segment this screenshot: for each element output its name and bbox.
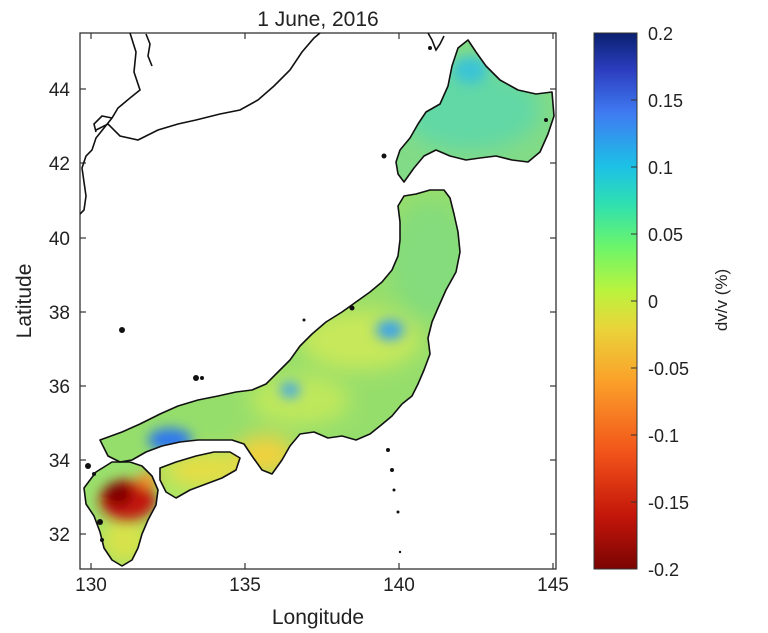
kumamoto-core-blob	[104, 482, 132, 506]
colorbar-tick-label: 0.05	[648, 225, 683, 245]
colorbar-tick-label: -0.2	[648, 560, 679, 580]
colorbar-tick-label: -0.05	[648, 359, 689, 379]
hokkaido-cyan-blob	[452, 56, 488, 84]
x-tick-label: 135	[229, 575, 261, 596]
chubu-blue-blob	[280, 382, 300, 398]
map-title: 1 June, 2016	[257, 8, 378, 31]
y-tick-label: 42	[49, 154, 70, 175]
x-tick-label: 140	[383, 575, 415, 596]
sakhalin-tip	[427, 33, 445, 52]
colorbar-bar	[593, 32, 638, 570]
y-tick-label: 36	[49, 377, 70, 398]
y-tick-label: 34	[49, 451, 71, 472]
peninsula-coast	[145, 33, 153, 67]
colorbar-tick-label: 0.15	[648, 91, 683, 111]
colorbar-tick-label: -0.1	[648, 426, 679, 446]
small-islands	[85, 46, 548, 554]
colorbar-tick-label: -0.15	[648, 493, 689, 513]
y-tick-marks	[80, 88, 556, 535]
x-tick-labels: 130 135 140 145	[75, 575, 569, 596]
x-axis-label: Longitude	[272, 606, 364, 629]
asia-coastline	[80, 33, 445, 215]
colorbar: 0.2 0.15 0.1 0.05 0 -0.05 -0.1 -0.15 -0.…	[593, 24, 731, 580]
inlet	[93, 115, 113, 133]
colorbar-tick-label: 0.1	[648, 158, 673, 178]
anomaly-field	[100, 56, 540, 565]
y-axis-label: Latitude	[13, 264, 36, 339]
x-tick-marks	[90, 33, 554, 569]
y-tick-label: 44	[49, 80, 71, 101]
kanto-blue-blob	[376, 320, 404, 340]
y-tick-labels: 44 42 40 38 36 34 32	[49, 80, 71, 546]
colorbar-ticks	[631, 32, 637, 570]
colorbar-tick-label: 0	[648, 292, 658, 312]
chubu-blob	[250, 375, 350, 425]
x-tick-label: 145	[537, 575, 569, 596]
y-tick-label: 40	[49, 229, 70, 250]
colorbar-tick-label: 0.2	[648, 24, 673, 44]
colorbar-label: dv/v (%)	[712, 269, 731, 331]
y-tick-label: 38	[49, 303, 70, 324]
y-tick-label: 32	[49, 525, 70, 546]
primorye-coast	[95, 33, 321, 141]
korea-coast	[80, 33, 141, 215]
x-tick-label: 130	[75, 575, 107, 596]
